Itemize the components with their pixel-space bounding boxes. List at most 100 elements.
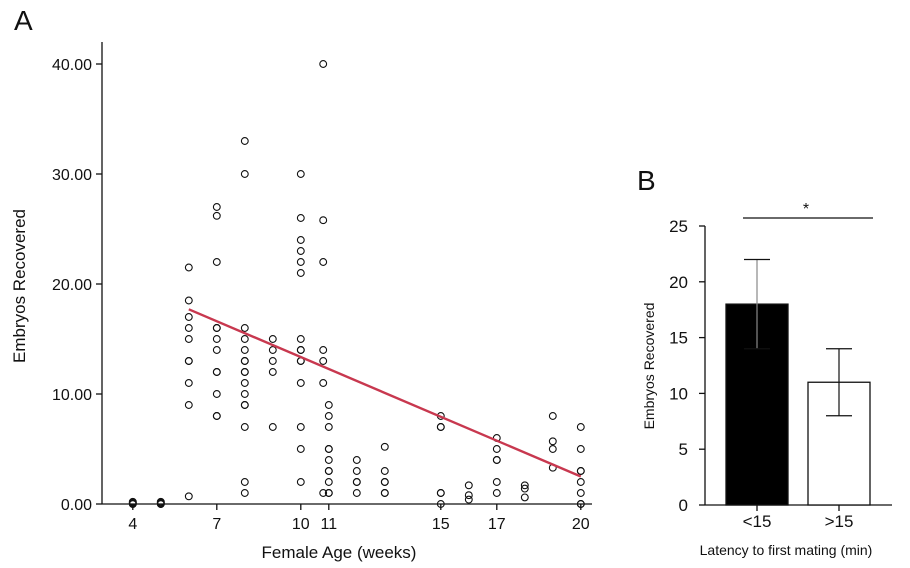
data-point <box>268 335 277 343</box>
data-point <box>240 335 249 343</box>
data-point <box>240 379 249 387</box>
panel-a-y-axis-label: Embryos Recovered <box>10 209 29 363</box>
data-point <box>212 258 221 266</box>
data-point <box>492 445 501 453</box>
panel-a-y-tick-label: 20.00 <box>52 277 92 294</box>
data-point <box>240 423 249 431</box>
data-point <box>548 437 557 446</box>
panel-a-x-tick-label: 15 <box>432 516 450 533</box>
panel-a-x-axis-label: Female Age (weeks) <box>262 543 417 562</box>
data-point <box>380 467 389 475</box>
data-point <box>296 423 305 431</box>
data-point <box>212 324 221 332</box>
panel-a-x-tick-label: 4 <box>128 516 137 533</box>
data-point <box>212 368 221 376</box>
data-point <box>324 412 333 420</box>
data-point <box>324 445 333 453</box>
panel-a-trendline-group <box>188 308 582 478</box>
panel-b-y-tick-label: 0 <box>679 496 688 515</box>
data-point <box>436 500 445 508</box>
data-point <box>240 390 249 398</box>
data-point <box>240 346 249 354</box>
data-point <box>128 498 137 507</box>
data-point <box>268 357 277 365</box>
data-point <box>576 500 585 508</box>
data-point <box>324 478 333 486</box>
panel-b-y-tick-label: 15 <box>669 329 688 348</box>
data-point <box>576 467 585 475</box>
data-point <box>296 258 305 266</box>
data-point <box>296 445 305 453</box>
panel-a-x-tick-label: 17 <box>488 516 506 533</box>
data-point <box>184 263 193 272</box>
data-point <box>319 489 328 497</box>
data-point <box>184 296 193 305</box>
data-point <box>319 258 328 266</box>
data-point <box>352 467 361 475</box>
data-point <box>240 137 249 145</box>
data-point <box>380 478 389 486</box>
panel-b-y-tick-label: 5 <box>679 440 688 459</box>
panel-a-x-tick-label: 20 <box>572 516 590 533</box>
data-point <box>296 214 305 222</box>
data-point <box>240 357 249 365</box>
panel-b-y-tick-label: 10 <box>669 384 688 403</box>
data-point <box>240 368 249 376</box>
data-point <box>319 379 328 387</box>
panel-a: A 0.00 10.00 20.00 30.00 40.00 4 7 10 11 15 17 20 F… <box>10 5 592 562</box>
data-point <box>464 491 473 500</box>
data-point <box>268 423 277 431</box>
data-point <box>464 481 473 490</box>
panel-b-x-tick-label: <15 <box>743 512 772 531</box>
panel-b-y-tick-label: 25 <box>669 217 688 236</box>
panel-a-y-tick-label: 40.00 <box>52 57 92 74</box>
data-point <box>296 236 305 244</box>
panel-a-x-tick-label: 10 <box>292 516 310 533</box>
data-point <box>436 423 445 431</box>
data-point <box>492 489 501 497</box>
data-point <box>576 445 585 453</box>
data-point <box>520 484 529 493</box>
data-point <box>240 324 249 332</box>
data-point <box>184 324 193 332</box>
panel-b-significance-group: * <box>743 201 873 219</box>
data-point <box>319 346 328 354</box>
data-point <box>464 495 473 504</box>
data-point <box>324 423 333 431</box>
data-point <box>352 478 361 486</box>
panel-b-y-axis-label: Embryos Recovered <box>641 303 657 430</box>
data-point <box>212 203 221 211</box>
data-point <box>319 357 328 365</box>
data-point <box>184 492 193 501</box>
data-point <box>212 346 221 354</box>
data-point <box>296 247 305 255</box>
data-point <box>212 335 221 343</box>
data-point <box>240 401 249 409</box>
data-point <box>548 445 557 453</box>
panel-b-y-tick-label: 20 <box>669 273 688 292</box>
data-point <box>212 211 221 220</box>
data-point <box>268 368 277 376</box>
data-point <box>296 379 305 387</box>
panel-b-bars <box>725 258 871 506</box>
panel-a-axes: 0.00 10.00 20.00 30.00 40.00 4 7 10 11 15 17 20 <box>52 42 592 533</box>
data-point <box>492 478 501 486</box>
panel-a-points <box>128 60 585 508</box>
data-point <box>380 489 389 497</box>
data-point <box>380 442 389 451</box>
data-point <box>352 456 361 464</box>
panel-b-axes: 0 5 10 15 20 25 <15 >15 <box>669 217 892 531</box>
data-point <box>296 335 305 343</box>
data-point <box>548 412 557 420</box>
data-point <box>436 489 445 497</box>
data-point <box>576 489 585 497</box>
panel-a-letter: A <box>14 5 33 36</box>
data-point <box>576 423 585 431</box>
data-point <box>296 269 305 277</box>
panel-b-x-axis-label: Latency to first mating (min) <box>700 542 873 558</box>
data-point <box>324 467 333 475</box>
trendline <box>188 308 582 478</box>
data-point <box>240 489 249 497</box>
panel-a-y-tick-label: 0.00 <box>61 497 92 514</box>
